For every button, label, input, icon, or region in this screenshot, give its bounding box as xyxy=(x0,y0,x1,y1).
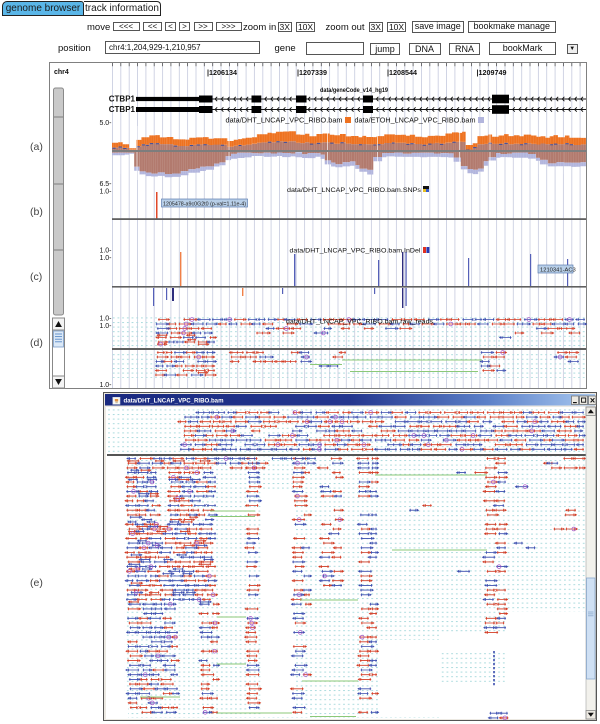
svg-text:data/DHT_LNCAP_VPC_RIBO.bam.SN: data/DHT_LNCAP_VPC_RIBO.bam.SNPs xyxy=(287,187,422,194)
svg-text:|1208544: |1208544 xyxy=(387,70,417,77)
svg-text:1.0-: 1.0- xyxy=(99,248,112,255)
svg-text:data/DHT_LNCAP_VPC_RIBO.bam: data/DHT_LNCAP_VPC_RIBO.bam xyxy=(226,118,343,125)
svg-text:CTBP1: CTBP1 xyxy=(109,95,136,104)
svg-text:6.5-: 6.5- xyxy=(99,181,112,188)
svg-text:1210341-AC3: 1210341-AC3 xyxy=(540,267,576,273)
svg-text:1.0-: 1.0- xyxy=(99,189,112,196)
svg-text:|1206134: |1206134 xyxy=(207,70,237,77)
svg-text:chr4: chr4 xyxy=(54,69,69,76)
svg-text:data/DHT_LNCAP_VPC_RIBO.bam.ra: data/DHT_LNCAP_VPC_RIBO.bam.raw_reads xyxy=(286,319,434,326)
svg-text:data/ETOH_LNCAP_VPC_RIBO.bam: data/ETOH_LNCAP_VPC_RIBO.bam xyxy=(355,118,476,125)
svg-text:1.0-: 1.0- xyxy=(99,382,112,389)
svg-text:data/geneCode_v14_hg19: data/geneCode_v14_hg19 xyxy=(320,87,388,94)
svg-text:CTBP1: CTBP1 xyxy=(109,105,136,114)
svg-text:data/DHT_LNCAP_VPC_RIBO.bam: data/DHT_LNCAP_VPC_RIBO.bam xyxy=(124,399,224,405)
svg-text:|1207339: |1207339 xyxy=(297,70,327,77)
svg-text:1.0-: 1.0- xyxy=(99,323,112,330)
svg-text:|1209749: |1209749 xyxy=(477,70,507,77)
svg-text:5.0-: 5.0- xyxy=(99,120,112,127)
svg-text:1.0-: 1.0- xyxy=(99,316,112,323)
svg-text:data/DHT_LNCAP_VPC_RIBO.bam.In: data/DHT_LNCAP_VPC_RIBO.bam.InDel xyxy=(290,248,421,255)
svg-text:1.0-: 1.0- xyxy=(99,255,112,262)
svg-text:1205478-a9c0G2t0 (p-val=1.11e-: 1205478-a9c0G2t0 (p-val=1.11e-4) xyxy=(163,201,246,207)
